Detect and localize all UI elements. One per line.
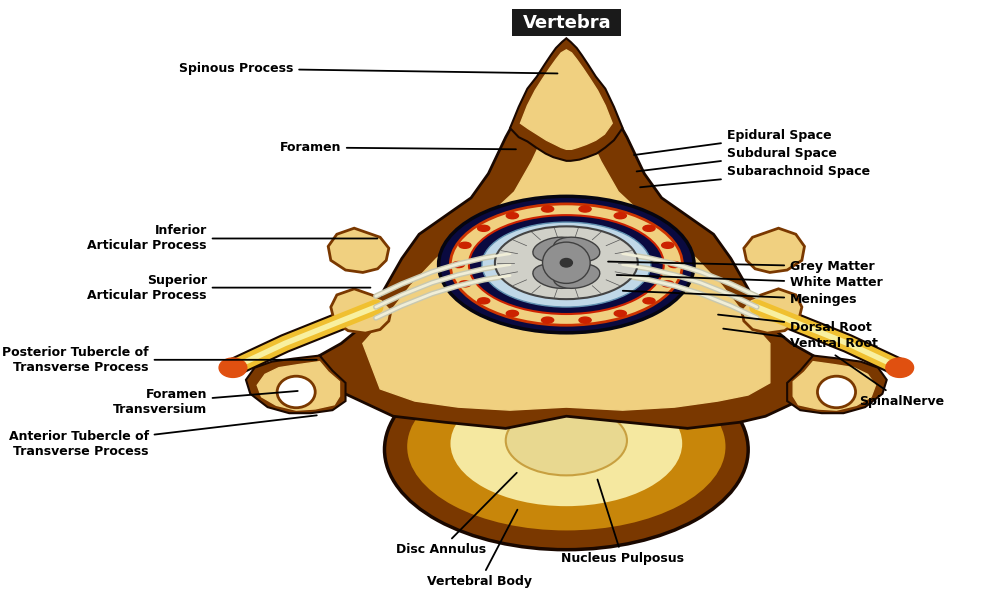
Ellipse shape bbox=[495, 226, 638, 299]
Circle shape bbox=[560, 258, 572, 267]
Polygon shape bbox=[787, 356, 887, 413]
Ellipse shape bbox=[643, 298, 655, 304]
Text: Spinous Process: Spinous Process bbox=[179, 62, 557, 75]
Ellipse shape bbox=[449, 380, 683, 507]
Text: Subdural Space: Subdural Space bbox=[637, 147, 836, 171]
Ellipse shape bbox=[543, 242, 590, 283]
Ellipse shape bbox=[614, 311, 626, 316]
Ellipse shape bbox=[542, 206, 554, 212]
Polygon shape bbox=[793, 362, 875, 410]
Ellipse shape bbox=[643, 226, 655, 231]
Text: Foramen: Foramen bbox=[280, 141, 516, 154]
FancyBboxPatch shape bbox=[512, 9, 621, 36]
Ellipse shape bbox=[817, 376, 856, 408]
Polygon shape bbox=[320, 46, 813, 429]
Ellipse shape bbox=[452, 261, 464, 268]
Text: Posterior Tubercle of
Transverse Process: Posterior Tubercle of Transverse Process bbox=[2, 346, 317, 374]
Ellipse shape bbox=[469, 215, 664, 314]
Text: Meninges: Meninges bbox=[623, 291, 857, 306]
Text: Ventral Root: Ventral Root bbox=[723, 329, 878, 350]
Ellipse shape bbox=[439, 196, 694, 333]
Ellipse shape bbox=[579, 206, 591, 212]
Ellipse shape bbox=[459, 281, 471, 287]
Polygon shape bbox=[363, 64, 770, 410]
Ellipse shape bbox=[384, 350, 748, 550]
Text: Anterior Tubercle of
Transverse Process: Anterior Tubercle of Transverse Process bbox=[9, 415, 317, 458]
Polygon shape bbox=[328, 228, 389, 272]
Ellipse shape bbox=[542, 317, 554, 323]
Ellipse shape bbox=[614, 213, 626, 219]
Text: Vertebral Body: Vertebral Body bbox=[427, 510, 532, 589]
Circle shape bbox=[219, 358, 247, 378]
Ellipse shape bbox=[662, 281, 674, 287]
Text: White Matter: White Matter bbox=[617, 275, 882, 289]
Text: Inferior
Articular Process: Inferior Articular Process bbox=[87, 224, 377, 252]
Polygon shape bbox=[744, 228, 804, 272]
Text: Vertebra: Vertebra bbox=[523, 13, 612, 32]
Polygon shape bbox=[331, 289, 391, 333]
Polygon shape bbox=[741, 289, 802, 333]
Ellipse shape bbox=[478, 226, 490, 231]
Circle shape bbox=[886, 358, 914, 378]
Text: SpinalNerve: SpinalNerve bbox=[835, 355, 944, 407]
Ellipse shape bbox=[662, 242, 674, 248]
Ellipse shape bbox=[506, 406, 627, 475]
Ellipse shape bbox=[478, 298, 490, 304]
Ellipse shape bbox=[277, 376, 315, 408]
Ellipse shape bbox=[459, 242, 471, 248]
Ellipse shape bbox=[506, 311, 518, 316]
Ellipse shape bbox=[533, 264, 579, 288]
Text: Nucleus Pulposus: Nucleus Pulposus bbox=[561, 480, 684, 565]
Polygon shape bbox=[520, 50, 612, 150]
Ellipse shape bbox=[554, 264, 600, 288]
Ellipse shape bbox=[482, 222, 651, 307]
Ellipse shape bbox=[506, 213, 518, 219]
Ellipse shape bbox=[406, 362, 727, 531]
Text: Disc Annulus: Disc Annulus bbox=[396, 473, 517, 556]
Polygon shape bbox=[246, 356, 346, 413]
Text: Dorsal Root: Dorsal Root bbox=[718, 314, 871, 334]
Ellipse shape bbox=[450, 204, 682, 325]
Ellipse shape bbox=[554, 237, 600, 261]
Text: Epidural Space: Epidural Space bbox=[634, 129, 831, 155]
Text: Superior
Articular Process: Superior Articular Process bbox=[87, 274, 370, 302]
Polygon shape bbox=[257, 362, 339, 410]
Polygon shape bbox=[510, 38, 623, 161]
Ellipse shape bbox=[533, 237, 579, 261]
Text: Subarachnoid Space: Subarachnoid Space bbox=[640, 165, 870, 187]
Text: Grey Matter: Grey Matter bbox=[608, 260, 874, 273]
Ellipse shape bbox=[668, 261, 680, 268]
Text: Foramen
Transversium: Foramen Transversium bbox=[113, 389, 298, 416]
Ellipse shape bbox=[579, 317, 591, 323]
